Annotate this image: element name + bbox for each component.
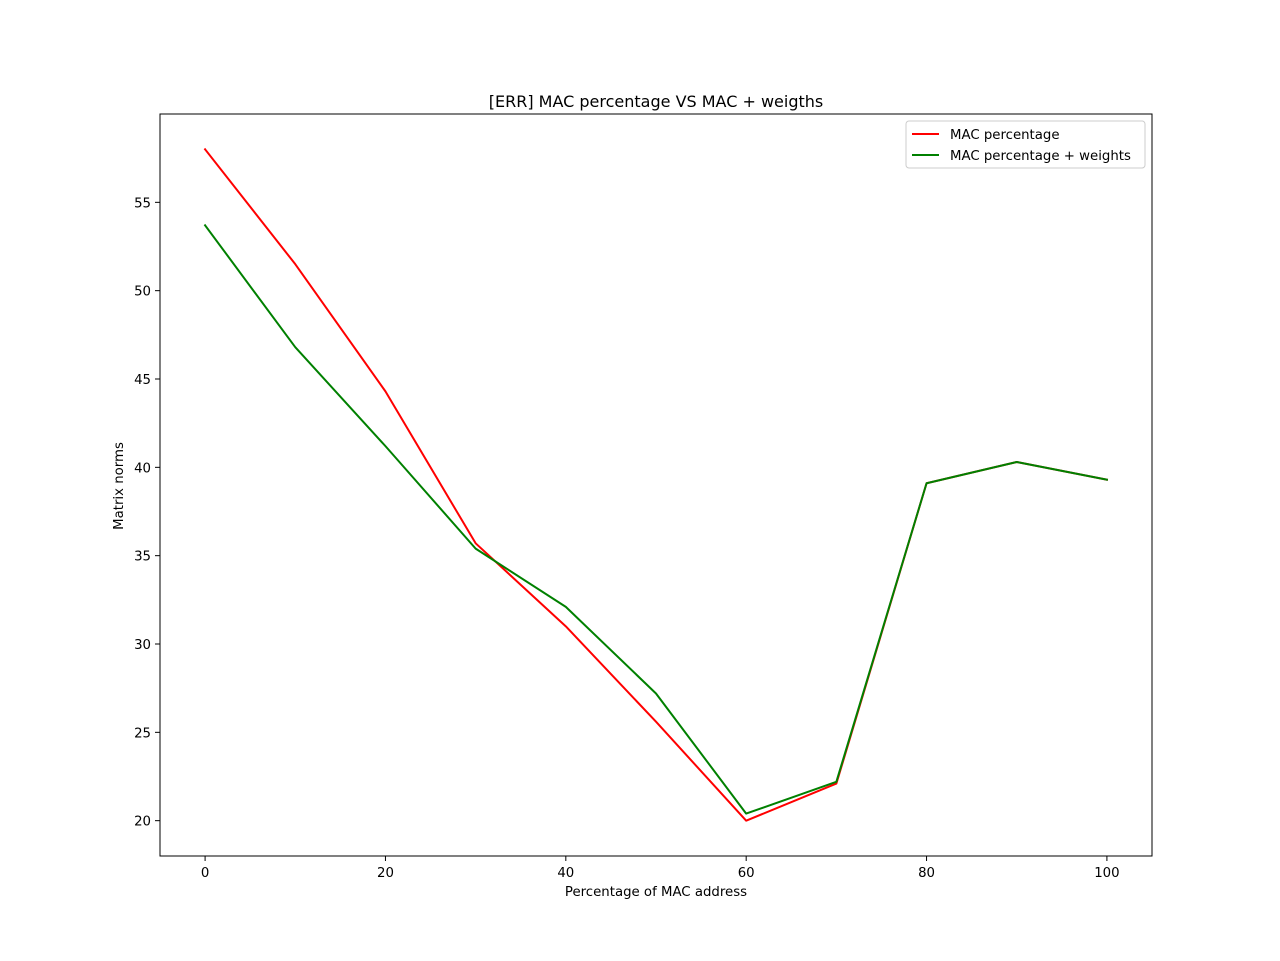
y-tick-label: 55 <box>134 196 151 211</box>
y-tick-label: 40 <box>134 461 151 476</box>
chart-title: [ERR] MAC percentage VS MAC + weigths <box>489 92 824 111</box>
y-tick-label: 35 <box>134 550 151 565</box>
legend-box <box>905 120 1146 169</box>
x-axis-label: Percentage of MAC address <box>565 885 747 900</box>
plot-area: 0 20 40 60 80 100 20 25 30 35 40 45 50 55 MAC percenta… <box>134 113 1153 881</box>
legend-label-1: MAC percentage <box>950 128 1060 143</box>
y-tick-label: 25 <box>134 726 151 741</box>
y-axis-label: Matrix norms <box>112 442 127 530</box>
y-tick-label: 45 <box>134 373 151 388</box>
x-tick-label: 40 <box>557 866 574 881</box>
x-tick-label: 100 <box>1094 866 1119 881</box>
y-tick-label: 50 <box>134 285 151 300</box>
y-tick-label: 20 <box>134 815 151 830</box>
series-line-2 <box>203 223 1109 815</box>
x-tick-label: 80 <box>918 866 935 881</box>
x-tick-label: 0 <box>201 866 209 881</box>
y-tick-label: 30 <box>134 638 151 653</box>
plot-frame <box>159 113 1153 857</box>
x-tick-label: 60 <box>738 866 755 881</box>
legend-label-2: MAC percentage + weights <box>950 149 1131 164</box>
x-tick-label: 20 <box>377 866 394 881</box>
